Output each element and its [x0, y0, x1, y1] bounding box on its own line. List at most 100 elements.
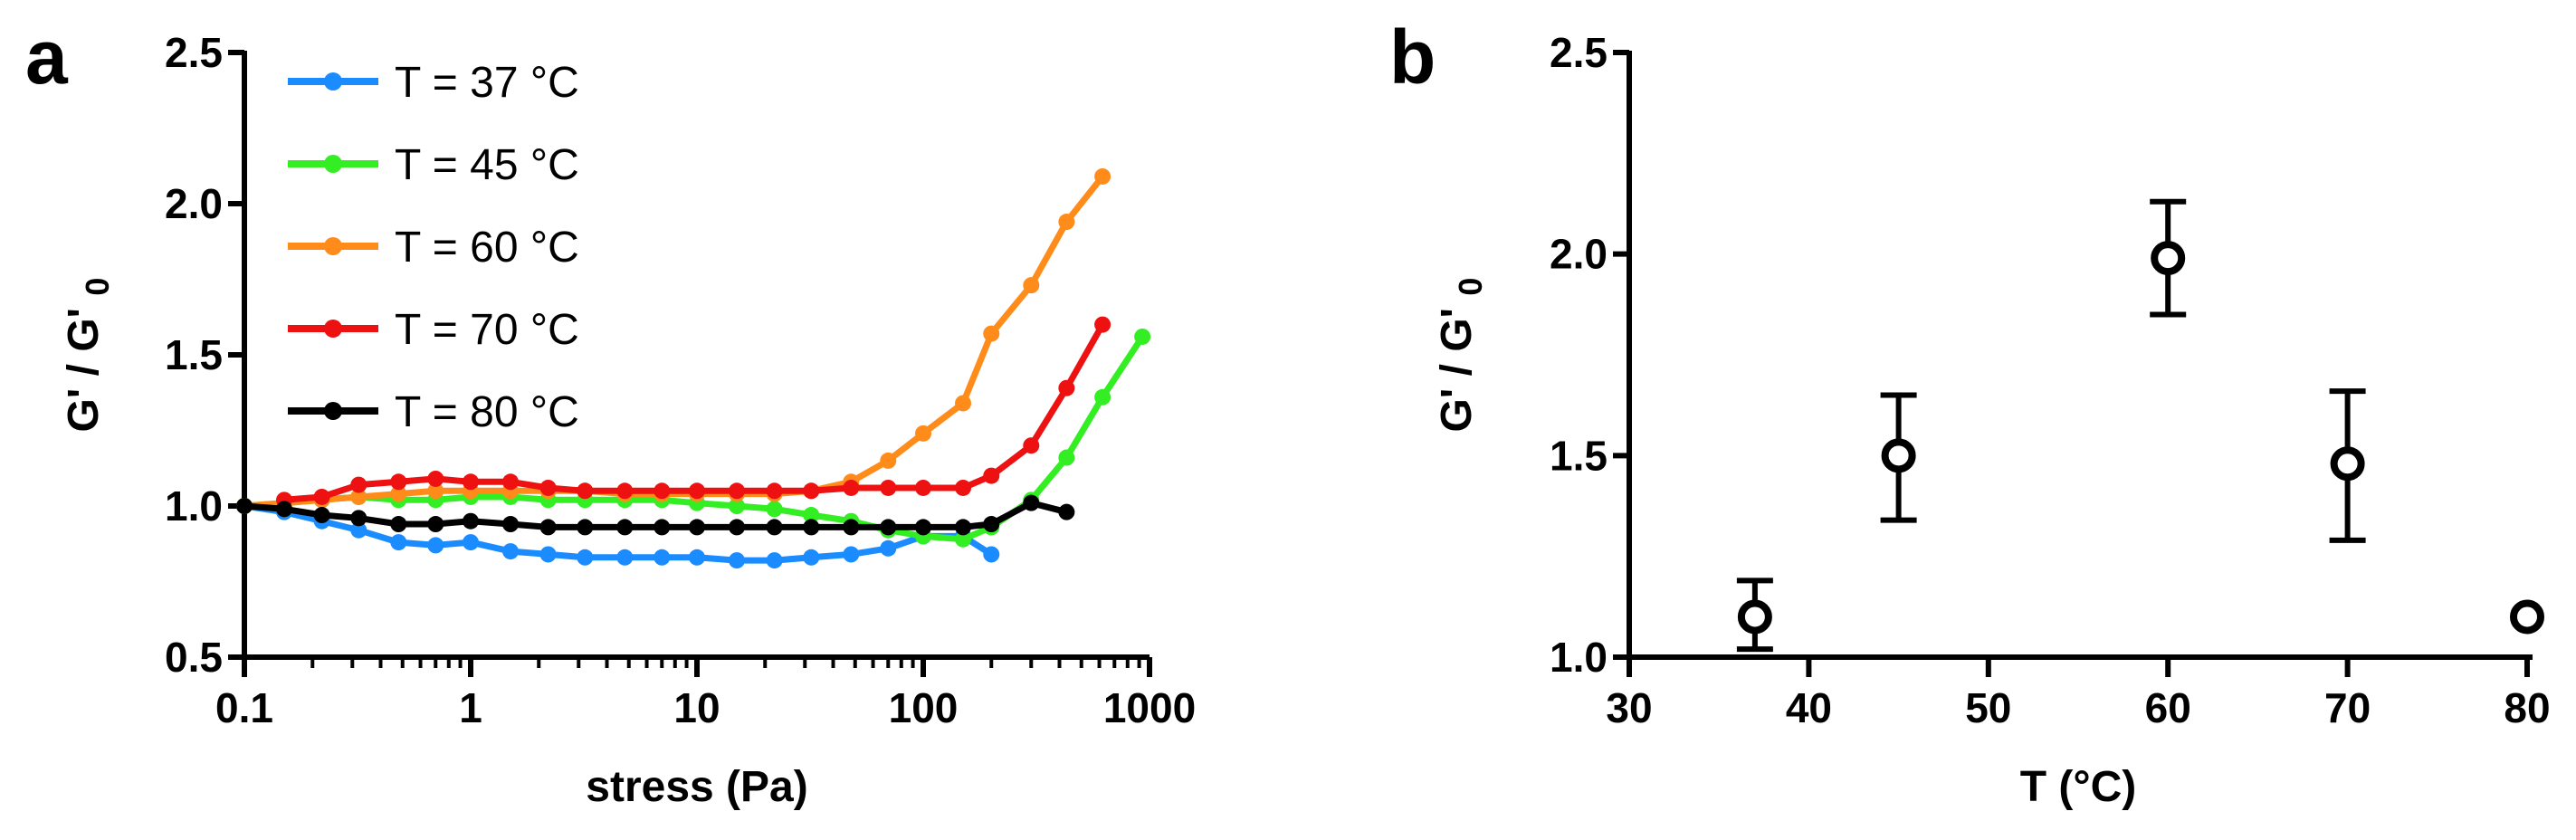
data-point — [463, 534, 479, 551]
data-point — [276, 501, 293, 518]
series-2 — [236, 167, 1111, 514]
x-tick-label: 0.1 — [215, 684, 273, 731]
data-point — [983, 467, 1000, 484]
legend-item: T = 70 °C — [288, 306, 579, 354]
data-point — [1094, 316, 1111, 333]
data-point — [502, 516, 520, 533]
data-point — [1023, 437, 1040, 454]
data-point — [955, 519, 972, 536]
data-point — [766, 482, 783, 500]
data-point — [915, 479, 931, 496]
legend-label: T = 37 °C — [395, 59, 579, 107]
legend-item: T = 80 °C — [288, 388, 579, 436]
x-tick-label: 80 — [2504, 684, 2550, 731]
data-point — [983, 516, 1000, 533]
data-point — [350, 476, 367, 493]
data-point — [955, 530, 972, 548]
data-point — [843, 479, 860, 496]
data-point — [1737, 599, 1772, 635]
data-point — [1058, 503, 1075, 520]
data-point — [1134, 328, 1151, 345]
data-point — [2510, 599, 2544, 635]
data-point — [427, 537, 444, 554]
data-point — [983, 325, 1000, 342]
y-tick-label: 2.0 — [165, 180, 223, 227]
x-tick-label: 1 — [459, 684, 482, 731]
x-tick-label: 50 — [1965, 684, 2011, 731]
legend-swatch-marker — [324, 72, 342, 91]
x-axis-title: T (°C) — [2020, 763, 2136, 811]
data-point — [427, 470, 444, 487]
data-point — [803, 519, 820, 536]
legend-label: T = 70 °C — [395, 306, 579, 354]
data-point — [729, 498, 746, 514]
y-axis-title-main: G' / G' — [60, 296, 108, 433]
data-point — [803, 482, 820, 500]
data-point — [1094, 388, 1111, 406]
data-point — [654, 549, 671, 566]
data-point — [1058, 379, 1075, 396]
data-point — [803, 507, 820, 524]
data-point — [539, 519, 557, 536]
data-point — [427, 516, 444, 533]
data-point-group — [2150, 198, 2187, 318]
data-point — [502, 473, 520, 491]
x-tick-label: 60 — [2145, 684, 2191, 731]
data-point — [539, 546, 557, 563]
y-tick-label: 2.5 — [1550, 29, 1608, 76]
data-point — [955, 395, 972, 412]
legend-swatch-marker — [324, 155, 342, 173]
x-tick-label: 40 — [1786, 684, 1832, 731]
data-point — [915, 425, 931, 442]
y-tick-label: 0.5 — [165, 634, 223, 681]
data-point — [463, 512, 479, 530]
y-axis-title: G' / G' 0 — [60, 278, 116, 433]
data-point — [2330, 446, 2365, 482]
x-tick-label: 70 — [2324, 684, 2371, 731]
data-point — [1058, 214, 1075, 231]
y-tick-label: 2.0 — [1550, 231, 1608, 278]
legend-swatch-marker — [324, 237, 342, 255]
x-tick-label: 100 — [889, 684, 959, 731]
legend-label: T = 45 °C — [395, 141, 579, 189]
data-point — [766, 501, 783, 518]
data-point — [1023, 277, 1040, 294]
y-tick-label: 1.0 — [1550, 634, 1608, 681]
data-point — [803, 549, 820, 566]
legend-item: T = 60 °C — [288, 224, 579, 272]
data-point — [2151, 241, 2186, 276]
data-point — [577, 549, 594, 566]
y-axis-title: G' / G' 0 — [1433, 278, 1489, 433]
legend-swatch-marker — [324, 402, 342, 420]
data-point — [390, 473, 407, 491]
x-tick-label: 1000 — [1103, 684, 1196, 731]
x-tick-label: 10 — [673, 684, 720, 731]
data-point — [880, 452, 897, 469]
data-point — [766, 519, 783, 536]
legend: T = 37 °C T = 45 °C T = 60 °C T = 70 °C T = … — [288, 59, 579, 436]
y-tick-label: 1.0 — [165, 482, 223, 530]
data-point — [427, 482, 444, 500]
data-point — [1058, 449, 1075, 466]
data-point — [729, 552, 746, 569]
y-axis-title-main: G' / G' — [1433, 296, 1481, 433]
data-point — [729, 482, 746, 500]
legend-swatch-marker — [324, 320, 342, 338]
data-point — [880, 479, 897, 496]
data-point — [350, 510, 367, 527]
series-3 — [276, 316, 1111, 509]
data-point — [689, 519, 705, 536]
panel-a-label: a — [25, 14, 69, 100]
x-tick-label: 30 — [1606, 684, 1652, 731]
data-point — [1023, 494, 1040, 511]
data-point — [654, 519, 671, 536]
data-point — [313, 507, 330, 524]
data-point — [689, 549, 705, 566]
data-point — [654, 482, 671, 500]
data-point — [729, 519, 746, 536]
data-point — [1881, 438, 1916, 473]
y-axis-title-subscript: 0 — [79, 278, 116, 296]
x-axis-title: stress (Pa) — [586, 763, 807, 811]
